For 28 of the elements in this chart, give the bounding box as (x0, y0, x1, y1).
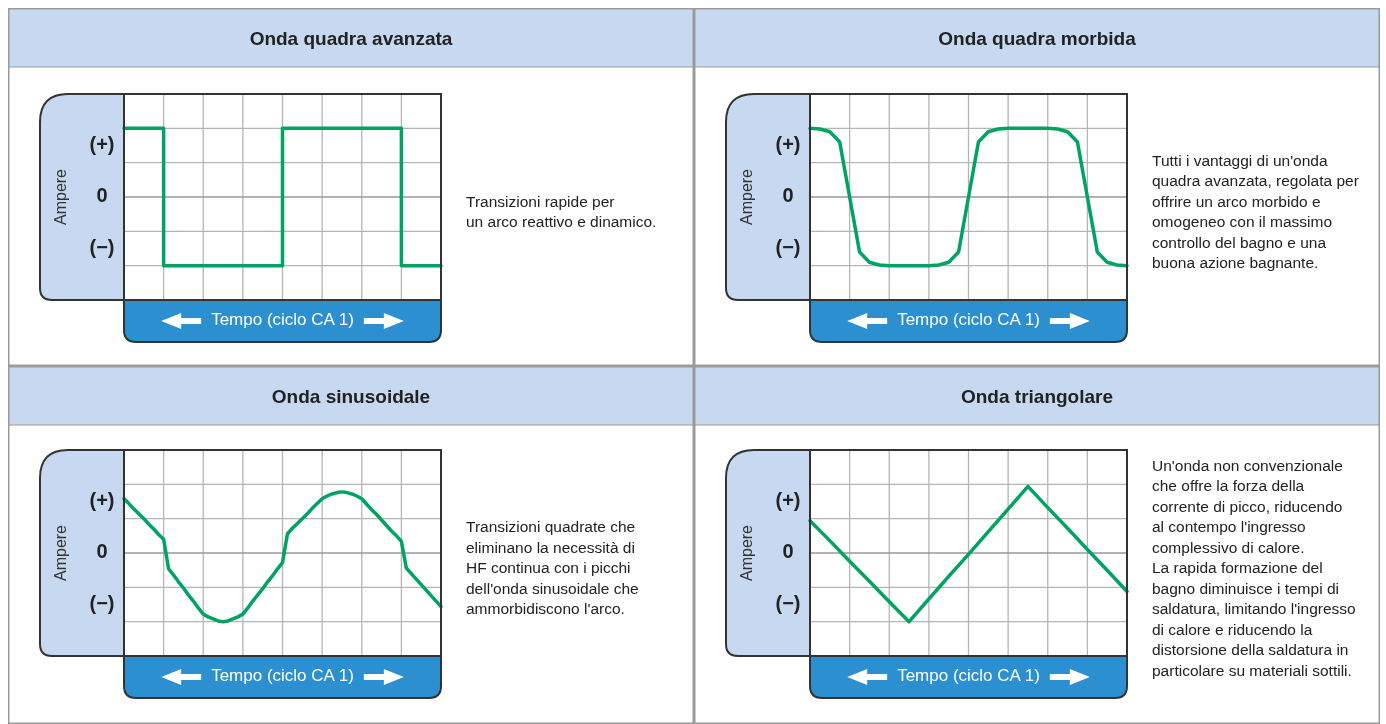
chart-title: Onda triangolare (960, 386, 1114, 407)
x-axis-title: Tempo (ciclo CA 1) (211, 666, 354, 686)
text: (+) (775, 488, 801, 511)
text: Transizioni quadrate che eliminano la necessità di HF continua con i picchi dell'onda sinusoidale che ammorbidiscono l'arco. (466, 518, 639, 617)
x-axis-title: Tempo (ciclo CA 1) (897, 666, 1040, 686)
text: 0 (96, 184, 108, 207)
y-axis-title: Ampere (52, 524, 70, 582)
y-axis-title: Ampere (52, 168, 70, 226)
text: Un'onda non convenzionale che offre la forza della corrente di picco, riducendo al contempo l'ingresso complessivo di calore. La rapida formazione del bagno diminuisce i tempi di saldatura, limitando l'ingresso di calore e riducendo la distorsione della saldatura in particolare su materiali sottili. (1152, 456, 1356, 679)
text: 0 (782, 184, 794, 207)
y-axis-title: Ampere (738, 524, 756, 582)
text: 0 (782, 540, 794, 563)
x-axis-title: Tempo (ciclo CA 1) (897, 310, 1040, 330)
x-axis-title: Tempo (ciclo CA 1) (211, 310, 354, 330)
text: 0 (96, 540, 108, 563)
text: Tutti i vantaggi di un'onda quadra avanzata, regolata per offrire un arco morbido e omogeneo con il massimo controllo del bagno e una buona azione bagnante. (1152, 151, 1359, 272)
text: (−) (89, 591, 115, 614)
text: (+) (775, 132, 801, 155)
chart-title: Onda sinusoidale (271, 386, 431, 407)
text: (−) (775, 235, 801, 258)
text: (−) (89, 235, 115, 258)
text: Transizioni rapide per un arco reattivo e dinamico. (466, 192, 657, 231)
y-axis-title: Ampere (738, 168, 756, 226)
text: (−) (775, 591, 801, 614)
chart-title: Onda quadra avanzata (249, 28, 453, 49)
text: (+) (89, 488, 115, 511)
chart-title: Onda quadra morbida (938, 28, 1137, 49)
text: (+) (89, 132, 115, 155)
